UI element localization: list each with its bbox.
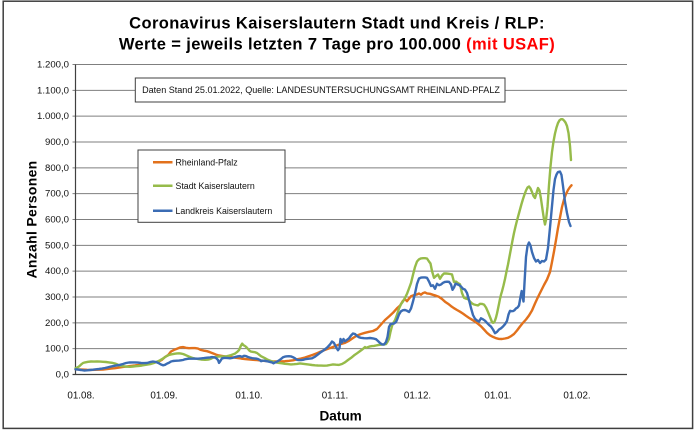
svg-text:Werte = jeweils letzten 7 Tage: Werte = jeweils letzten 7 Tage pro 100.0…	[119, 36, 555, 54]
svg-text:01.08.: 01.08.	[67, 390, 94, 401]
svg-text:0,0: 0,0	[56, 370, 69, 381]
svg-text:Anzahl Personen: Anzahl Personen	[23, 160, 39, 278]
svg-text:1.000,0: 1.000,0	[37, 111, 69, 122]
svg-text:Coronavirus Kaiserslautern Sta: Coronavirus Kaiserslautern Stadt und Kre…	[129, 15, 545, 33]
svg-text:900,0: 900,0	[45, 137, 69, 148]
svg-text:1.100,0: 1.100,0	[37, 85, 69, 96]
svg-text:Rheinland-Pfalz: Rheinland-Pfalz	[176, 158, 238, 168]
svg-text:600,0: 600,0	[45, 215, 69, 226]
svg-text:500,0: 500,0	[45, 240, 69, 251]
svg-text:Datum: Datum	[319, 409, 361, 424]
svg-text:800,0: 800,0	[45, 163, 69, 174]
svg-text:200,0: 200,0	[45, 318, 69, 329]
svg-text:300,0: 300,0	[45, 292, 69, 303]
svg-text:01.12.: 01.12.	[404, 390, 431, 401]
svg-text:01.02.: 01.02.	[563, 390, 590, 401]
svg-text:01.11.: 01.11.	[322, 390, 349, 401]
svg-text:700,0: 700,0	[45, 189, 69, 200]
svg-text:Landkreis Kaiserslautern: Landkreis Kaiserslautern	[176, 206, 273, 216]
svg-text:400,0: 400,0	[45, 266, 69, 277]
svg-text:1.200,0: 1.200,0	[37, 60, 69, 71]
svg-text:Daten Stand 25.01.2022, Quelle: Daten Stand 25.01.2022, Quelle: LANDESUN…	[142, 85, 500, 95]
svg-text:01.09.: 01.09.	[150, 390, 177, 401]
svg-text:01.01.: 01.01.	[484, 390, 511, 401]
svg-text:100,0: 100,0	[45, 344, 69, 355]
svg-text:Stadt Kaiserslautern: Stadt Kaiserslautern	[176, 181, 255, 191]
svg-text:01.10.: 01.10.	[235, 390, 262, 401]
